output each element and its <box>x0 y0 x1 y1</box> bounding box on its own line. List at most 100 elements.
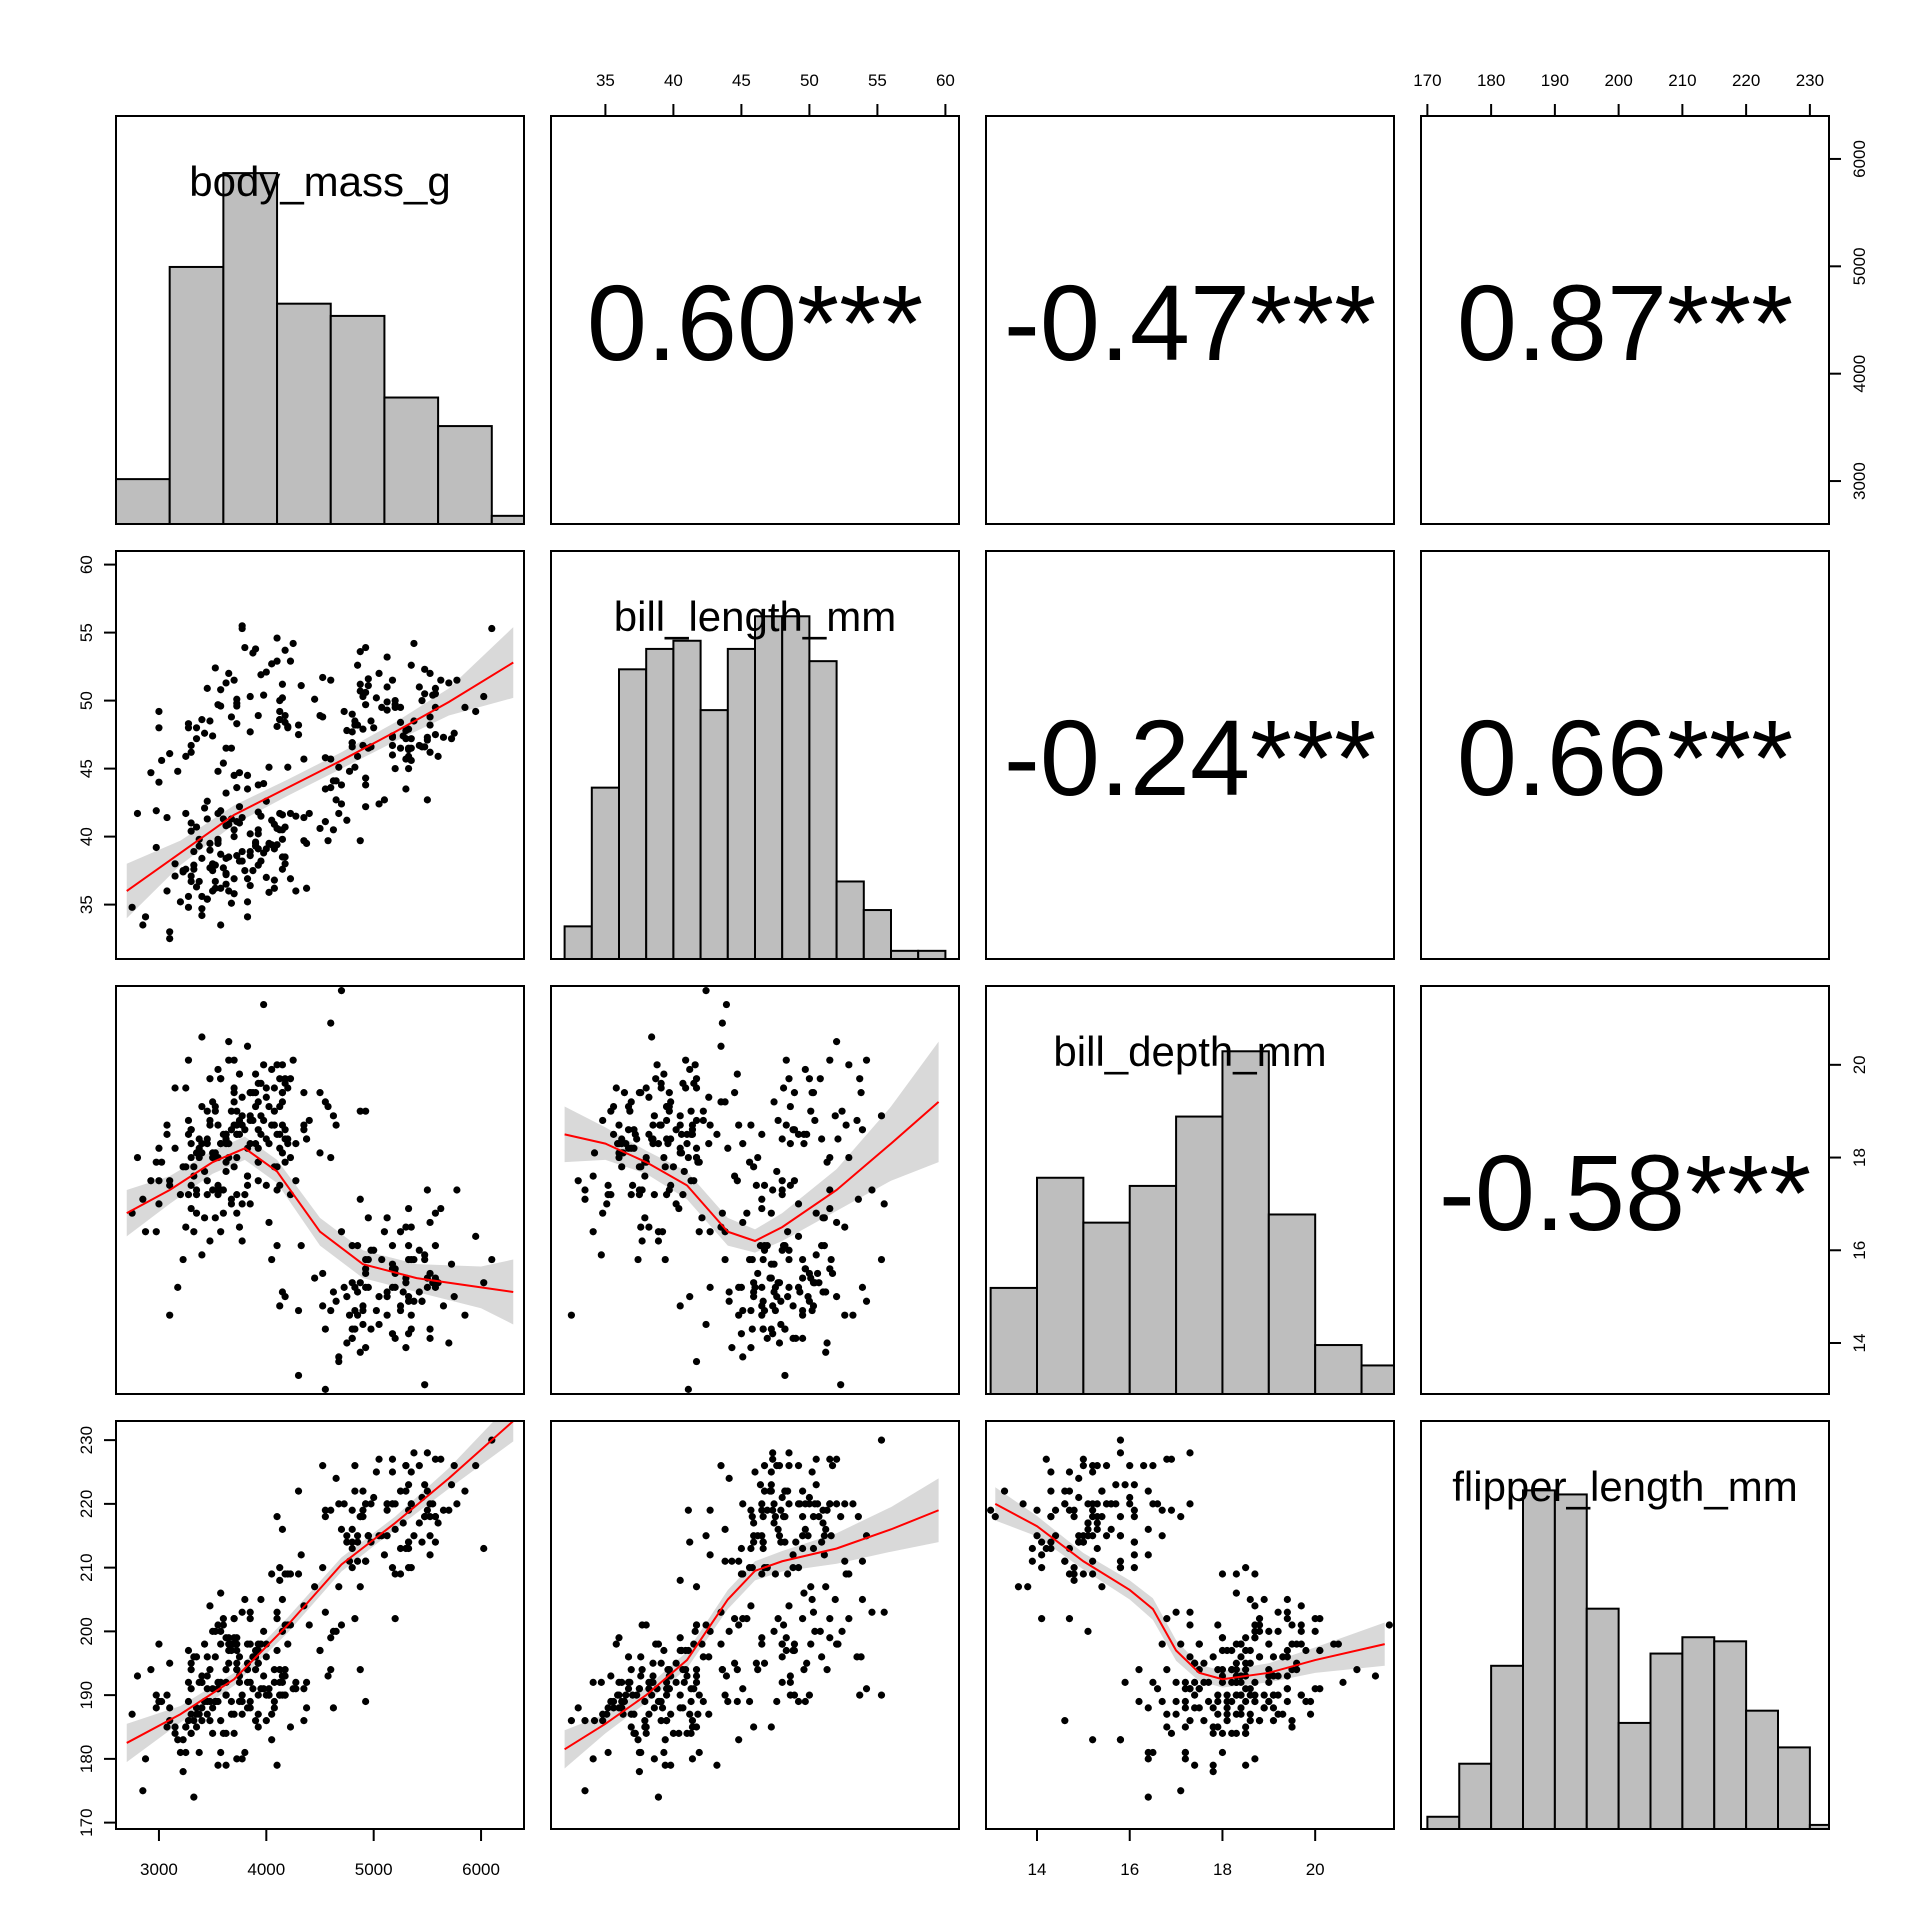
scatter-point <box>348 1544 356 1553</box>
scatter-point <box>423 1449 431 1457</box>
scatter-point <box>769 1506 777 1514</box>
scatter-point <box>187 872 195 880</box>
tick-label: 60 <box>77 555 96 574</box>
scatter-point <box>305 1116 313 1125</box>
scatter-point <box>1130 1513 1138 1521</box>
scatter-point <box>445 1339 453 1347</box>
scatter-point <box>833 1455 841 1463</box>
scatter-point <box>603 1710 611 1718</box>
scatter-point <box>362 701 370 709</box>
scatter-point <box>423 1186 431 1194</box>
scatter-point <box>1181 1704 1189 1712</box>
scatter-point <box>786 1181 794 1189</box>
scatter-point <box>367 1325 375 1333</box>
scatter-point <box>152 1158 160 1166</box>
scatter-point <box>383 1293 391 1301</box>
scatter-point <box>826 1204 834 1213</box>
scatter-point <box>641 1723 649 1731</box>
histogram-bar <box>563 925 593 959</box>
scatter-point <box>604 1181 612 1189</box>
scatter-point <box>206 839 214 848</box>
scatter-point <box>1075 1493 1083 1502</box>
scatter-point <box>760 1242 769 1250</box>
scatter-point <box>238 1691 246 1699</box>
scatter-point <box>254 1126 262 1134</box>
scatter-point <box>415 683 423 691</box>
tick-label: 180 <box>77 1745 96 1773</box>
scatter-point <box>235 1223 244 1231</box>
scatter-point <box>300 1717 308 1725</box>
scatter-point <box>775 1339 784 1347</box>
scatter-point <box>426 669 434 678</box>
tick-label: 35 <box>596 71 615 90</box>
scatter-point <box>211 1653 219 1661</box>
scatter-point <box>418 697 426 705</box>
scatter-point <box>219 759 227 767</box>
smoother-line <box>564 1509 939 1751</box>
scatter-point <box>820 1214 828 1222</box>
scatter-point <box>251 645 260 653</box>
scatter-point <box>754 1153 762 1162</box>
scatter-point <box>171 1084 179 1092</box>
scatter-point <box>415 1246 423 1254</box>
scatter-point <box>826 1500 834 1508</box>
histogram-bar <box>862 909 892 959</box>
scatter-point <box>217 1627 225 1635</box>
scatter-point <box>1274 1608 1282 1616</box>
scatter-point <box>1246 1685 1254 1693</box>
scatter-point <box>262 873 270 882</box>
scatter-point <box>624 1685 633 1693</box>
scatter-point <box>335 1500 343 1508</box>
scatter-point <box>337 987 346 995</box>
scatter-point <box>203 1107 211 1115</box>
scatter-point <box>1158 1506 1166 1514</box>
scatter-point <box>375 1320 383 1329</box>
scatter-point <box>849 1500 857 1508</box>
scatter-point <box>214 1065 222 1074</box>
scatter-point <box>778 1640 786 1648</box>
scatter-point <box>246 1697 254 1706</box>
scatter-point <box>790 1691 799 1699</box>
scatter-point <box>260 691 268 699</box>
scatter-point <box>637 1672 645 1680</box>
scatter-point <box>362 1283 370 1291</box>
panel-bill_depth_mm-body_mass_g <box>115 985 525 1395</box>
scatter-point <box>222 1158 230 1166</box>
scatter-point <box>329 1112 338 1120</box>
panel-flipper_length_mm-bill_length_mm <box>550 1420 960 1830</box>
scatter-point <box>1186 1608 1194 1616</box>
scatter-point <box>276 1181 284 1189</box>
scatter-point <box>1116 1557 1125 1565</box>
scatter-point <box>778 1177 786 1185</box>
scatter-point <box>1237 1710 1245 1718</box>
scatter-point <box>1000 1487 1009 1495</box>
scatter-point <box>190 1793 198 1801</box>
scatter-point <box>841 1223 849 1231</box>
scatter-point <box>273 1513 281 1521</box>
scatter-point <box>286 657 295 665</box>
scatter-point <box>1269 1704 1278 1712</box>
scatter-point <box>321 1325 329 1333</box>
variable-label: body_mass_g <box>189 158 451 205</box>
scatter-point <box>383 698 391 706</box>
scatter-point <box>233 1755 241 1763</box>
scatter-point <box>246 1608 254 1616</box>
scatter-point <box>769 1186 777 1194</box>
scatter-point <box>641 1717 649 1725</box>
scatter-point <box>268 1710 276 1718</box>
scatter-point <box>775 1279 784 1287</box>
scatter-point <box>1070 1513 1078 1521</box>
scatter-point <box>423 796 431 804</box>
scatter-point <box>760 1487 769 1495</box>
scatter-point <box>1116 1532 1125 1540</box>
scatter-point <box>1126 1493 1134 1502</box>
scatter-point <box>289 1685 297 1693</box>
tick-label: 190 <box>77 1681 96 1709</box>
scatter-point <box>784 1293 792 1301</box>
histogram-bar <box>754 615 784 959</box>
scatter-point <box>276 1678 284 1686</box>
scatter-point <box>335 763 343 771</box>
scatter-point <box>370 1493 378 1502</box>
scatter-point <box>1339 1678 1347 1686</box>
scatter-point <box>1209 1768 1217 1776</box>
